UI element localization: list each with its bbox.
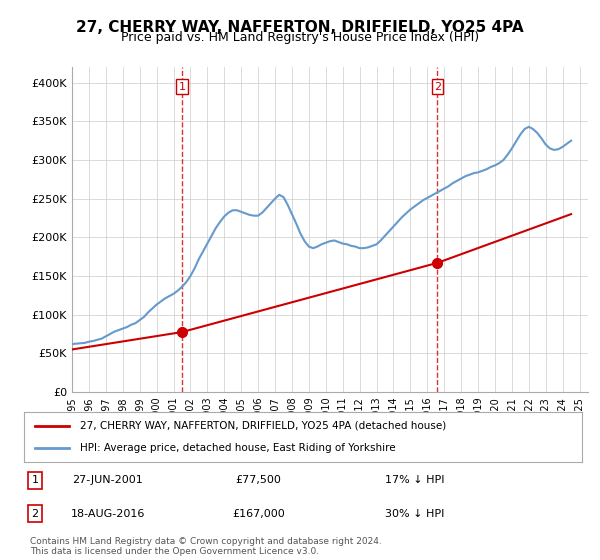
Text: 1: 1 <box>32 475 38 485</box>
Text: 30% ↓ HPI: 30% ↓ HPI <box>385 509 444 519</box>
Text: Contains HM Land Registry data © Crown copyright and database right 2024.: Contains HM Land Registry data © Crown c… <box>30 538 382 547</box>
Text: 18-AUG-2016: 18-AUG-2016 <box>71 509 145 519</box>
Text: £77,500: £77,500 <box>235 475 281 485</box>
Text: This data is licensed under the Open Government Licence v3.0.: This data is licensed under the Open Gov… <box>30 548 319 557</box>
Text: 17% ↓ HPI: 17% ↓ HPI <box>385 475 445 485</box>
Text: 1: 1 <box>178 82 185 91</box>
Text: 27-JUN-2001: 27-JUN-2001 <box>73 475 143 485</box>
Text: 2: 2 <box>434 82 441 91</box>
Text: 2: 2 <box>32 509 39 519</box>
Text: Price paid vs. HM Land Registry's House Price Index (HPI): Price paid vs. HM Land Registry's House … <box>121 31 479 44</box>
Text: HPI: Average price, detached house, East Riding of Yorkshire: HPI: Average price, detached house, East… <box>80 443 395 453</box>
Text: 27, CHERRY WAY, NAFFERTON, DRIFFIELD, YO25 4PA: 27, CHERRY WAY, NAFFERTON, DRIFFIELD, YO… <box>76 20 524 35</box>
Text: 27, CHERRY WAY, NAFFERTON, DRIFFIELD, YO25 4PA (detached house): 27, CHERRY WAY, NAFFERTON, DRIFFIELD, YO… <box>80 421 446 431</box>
Text: £167,000: £167,000 <box>232 509 285 519</box>
